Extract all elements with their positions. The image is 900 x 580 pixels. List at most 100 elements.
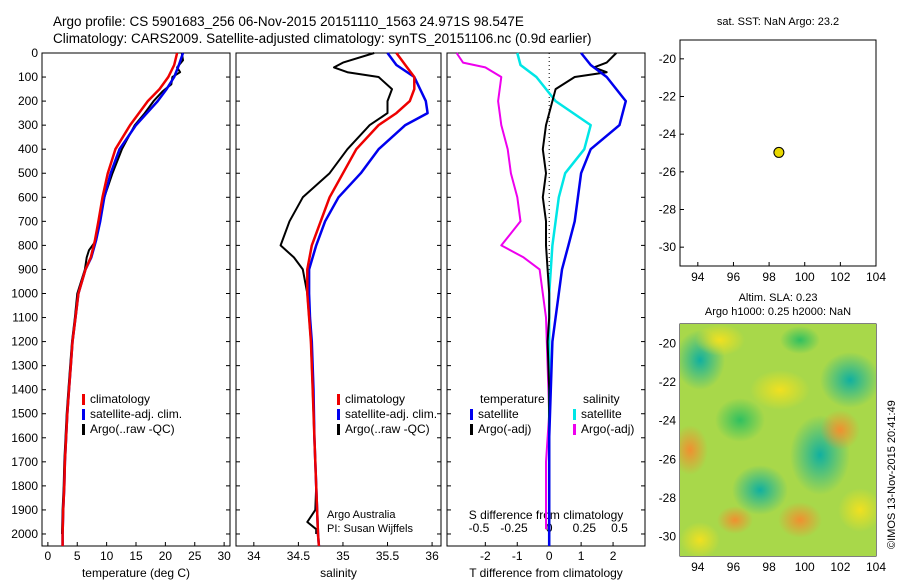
temperature-ytick-label: 1100 [12, 311, 38, 325]
difference-s-legend-swatch [573, 424, 576, 435]
salinity-legend-label: Argo(..raw -QC) [345, 422, 430, 436]
temperature-ytick-label: 1300 [11, 359, 38, 373]
temperature-legend-label: climatology [90, 392, 150, 406]
difference-t-legend-swatch [470, 424, 473, 435]
salinity-legend-swatch [337, 394, 340, 405]
sst-map-argo-point [773, 146, 785, 158]
temperature-ytick-label: 700 [18, 214, 38, 228]
sst_map-xtick-label: 94 [691, 270, 705, 284]
temperature-series-climatology [61, 52, 179, 546]
sla_map-ytick-label: -30 [659, 530, 677, 544]
difference-series-sat_t [547, 52, 628, 546]
sla_map-xtick-label: 104 [866, 560, 886, 574]
temperature-xtick-label: 10 [100, 549, 114, 563]
difference-s-legend-label: Argo(-adj) [581, 422, 634, 436]
temperature-series-argo [61, 52, 184, 535]
difference-top-xtick-label: -0.5 [469, 521, 490, 535]
temperature-xtick-label: 25 [188, 549, 202, 563]
difference-frame [446, 52, 646, 547]
difference-panel: -2 -1 0 1 2 T difference from climatology -0.5… [446, 52, 646, 580]
temperature-ytick-label: 500 [18, 166, 38, 180]
difference-t-legend-label: Argo(-adj) [478, 422, 531, 436]
temperature-legend-label: Argo(..raw -QC) [90, 422, 175, 436]
difference-xtick-label: 0 [546, 549, 553, 563]
salinity-xtick-label: 36 [425, 549, 439, 563]
salinity-series-climatology [306, 52, 416, 547]
salinity-legend-swatch [337, 409, 340, 420]
difference-legend-title-s: salinity [583, 392, 620, 406]
salinity-series-argo [279, 52, 393, 534]
temperature-ytick-label: 1000 [11, 286, 38, 300]
salinity-xlabel: salinity [320, 566, 357, 580]
salinity-annotation-line2: PI: Susan Wijffels [327, 523, 413, 535]
sla_map-xtick-label: 102 [830, 560, 850, 574]
salinity-xtick-label: 35 [336, 549, 350, 563]
temperature-ytick-label: 900 [18, 262, 38, 276]
salinity-frame [235, 52, 442, 547]
sst_map-xtick-label: 98 [762, 270, 776, 284]
temperature-ytick-label: 800 [18, 238, 38, 252]
difference-s-legend-swatch [573, 409, 576, 420]
temperature-ytick-label: 100 [18, 70, 38, 84]
sst_map-ytick-label: -22 [659, 90, 677, 104]
sla-map-title2: Argo h1000: 0.25 h2000: NaN [705, 306, 851, 318]
sla-map-title1: Altim. SLA: 0.23 [739, 292, 818, 304]
temperature-xtick-label: 0 [45, 549, 52, 563]
copyright-text: ©IMOS 13-Nov-2015 20:41:49 [886, 400, 898, 549]
temperature-panel: 0100200300400500600700800900100011001200… [11, 46, 231, 580]
difference-series-argo_s [455, 52, 551, 530]
salinity-annotation-line1: Argo Australia [327, 509, 396, 521]
sst_map-xtick-label: 102 [830, 270, 850, 284]
sla-heatmap [680, 324, 876, 556]
temperature-xtick-label: 15 [129, 549, 143, 563]
salinity-xtick-label: 34 [247, 549, 261, 563]
sst_map-frame [679, 39, 877, 267]
difference-s-legend-label: satellite [581, 407, 622, 421]
temperature-legend-label: satellite-adj. clim. [90, 407, 182, 421]
difference-top-xtick-label: 0.5 [611, 521, 628, 535]
temperature-legend-swatch [82, 394, 85, 405]
difference-legend-title-t: temperature [480, 392, 545, 406]
sla_map-ytick-label: -22 [659, 375, 677, 389]
sla_map-ytick-label: -20 [659, 336, 677, 350]
difference-xlabel: T difference from climatology [469, 566, 623, 580]
temperature-legend-swatch [82, 409, 85, 420]
difference-xtick-label: -1 [512, 549, 523, 563]
sst_map-ytick-label: -20 [659, 52, 677, 66]
temperature-ytick-label: 400 [18, 142, 38, 156]
temperature-ytick-label: 1400 [11, 383, 38, 397]
header-line1: Argo profile: CS 5901683_256 06-Nov-2015… [53, 14, 524, 29]
difference-xtick-label: -2 [480, 549, 491, 563]
difference-t-legend-label: satellite [478, 407, 519, 421]
temperature-ytick-label: 600 [18, 190, 38, 204]
sla_map-ytick-label: -26 [659, 452, 677, 466]
header-line2: Climatology: CARS2009. Satellite-adjuste… [53, 31, 592, 46]
sst_map-xtick-label: 96 [727, 270, 741, 284]
temperature-ytick-label: 2000 [11, 527, 38, 541]
sla_map-xtick-label: 98 [762, 560, 776, 574]
sla_map-xtick-label: 96 [727, 560, 741, 574]
temperature-ytick-label: 1900 [11, 503, 38, 517]
salinity-legend-swatch [337, 424, 340, 435]
sst-map-title: sat. SST: NaN Argo: 23.2 [717, 16, 839, 28]
temperature-xlabel: temperature (deg C) [82, 566, 190, 580]
sla_map-ytick-label: -24 [659, 414, 677, 428]
difference-series-sat_s [516, 52, 592, 546]
difference-xtick-label: 2 [610, 549, 617, 563]
sst_map-ytick-label: -26 [659, 165, 677, 179]
difference-series-argo_t [541, 52, 618, 534]
temperature-series-satellite [61, 52, 185, 546]
difference-t-legend-swatch [470, 409, 473, 420]
temperature-ytick-label: 0 [31, 46, 38, 60]
sst_map-ytick-label: -30 [659, 240, 677, 254]
sst_map-ytick-label: -24 [659, 127, 677, 141]
difference-xtick-label: 1 [578, 549, 585, 563]
temperature-ytick-label: 1700 [11, 455, 38, 469]
temperature-xtick-label: 5 [74, 549, 81, 563]
sst_map-ytick-label: -28 [659, 203, 677, 217]
sst_map-xtick-label: 104 [866, 270, 886, 284]
temperature-ytick-label: 300 [18, 118, 38, 132]
salinity-legend-label: satellite-adj. clim. [345, 407, 437, 421]
salinity-xtick-label: 35.5 [376, 549, 400, 563]
